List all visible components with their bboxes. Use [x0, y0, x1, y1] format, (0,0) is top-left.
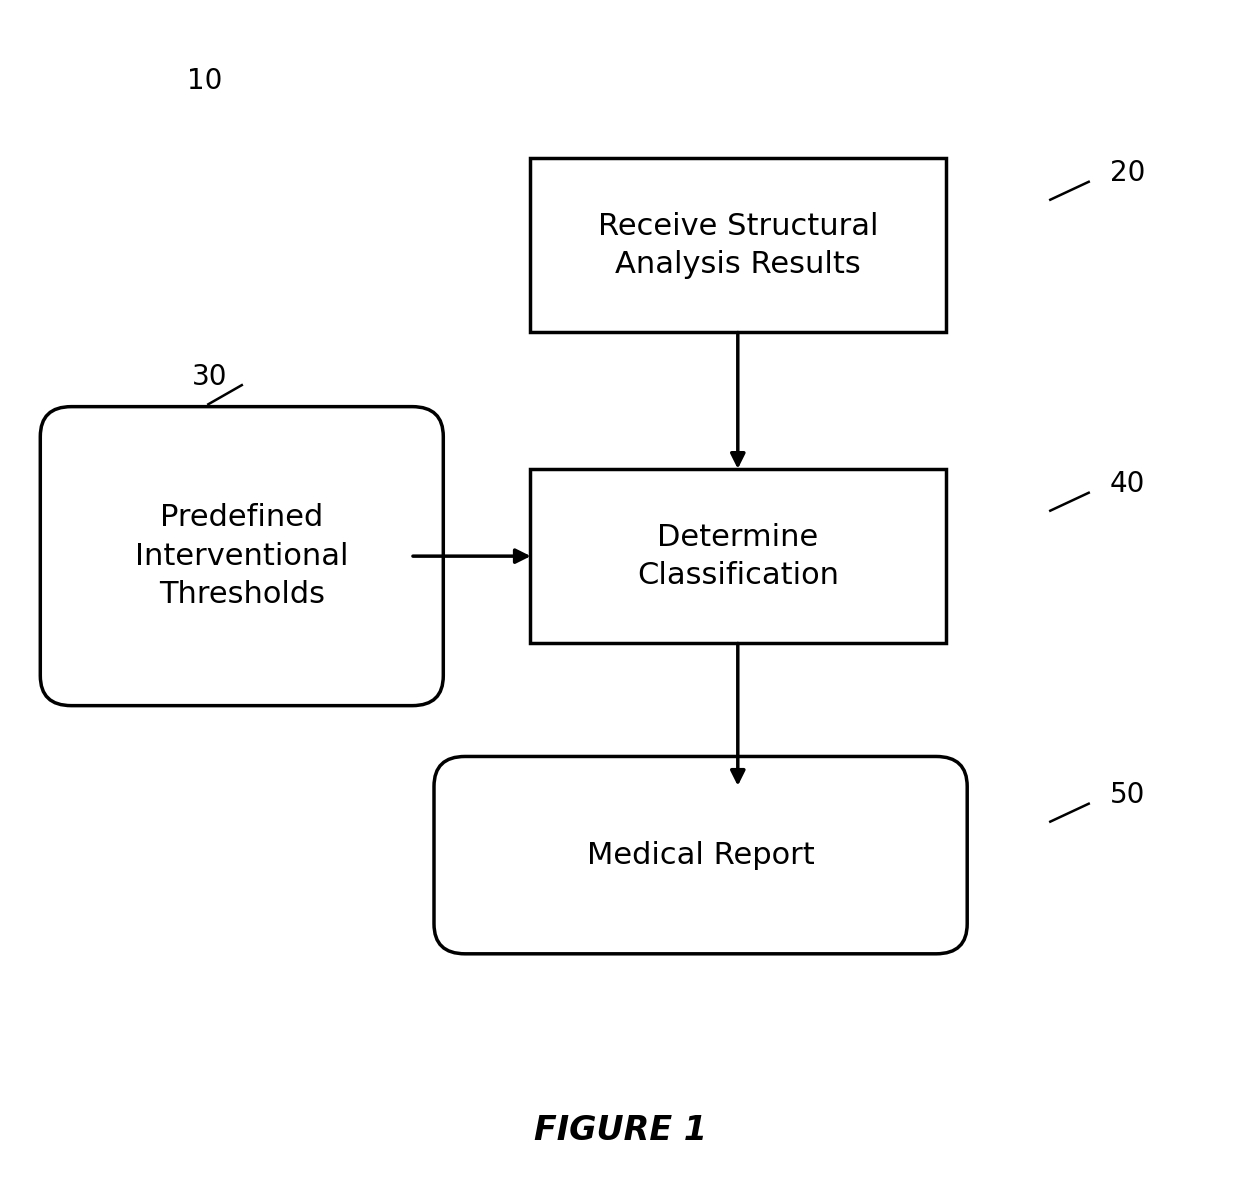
FancyBboxPatch shape: [531, 159, 945, 331]
Text: 10: 10: [187, 67, 222, 96]
Text: Predefined
Interventional
Thresholds: Predefined Interventional Thresholds: [135, 504, 348, 609]
Text: 40: 40: [1110, 470, 1146, 499]
Text: 50: 50: [1110, 781, 1146, 810]
Text: Determine
Classification: Determine Classification: [637, 523, 838, 590]
FancyBboxPatch shape: [40, 407, 444, 706]
Text: Medical Report: Medical Report: [587, 841, 815, 869]
Text: Receive Structural
Analysis Results: Receive Structural Analysis Results: [598, 212, 878, 279]
Text: 30: 30: [192, 362, 228, 391]
Text: 20: 20: [1110, 159, 1146, 188]
FancyBboxPatch shape: [531, 469, 945, 643]
FancyBboxPatch shape: [434, 757, 967, 954]
Text: FIGURE 1: FIGURE 1: [533, 1113, 707, 1147]
